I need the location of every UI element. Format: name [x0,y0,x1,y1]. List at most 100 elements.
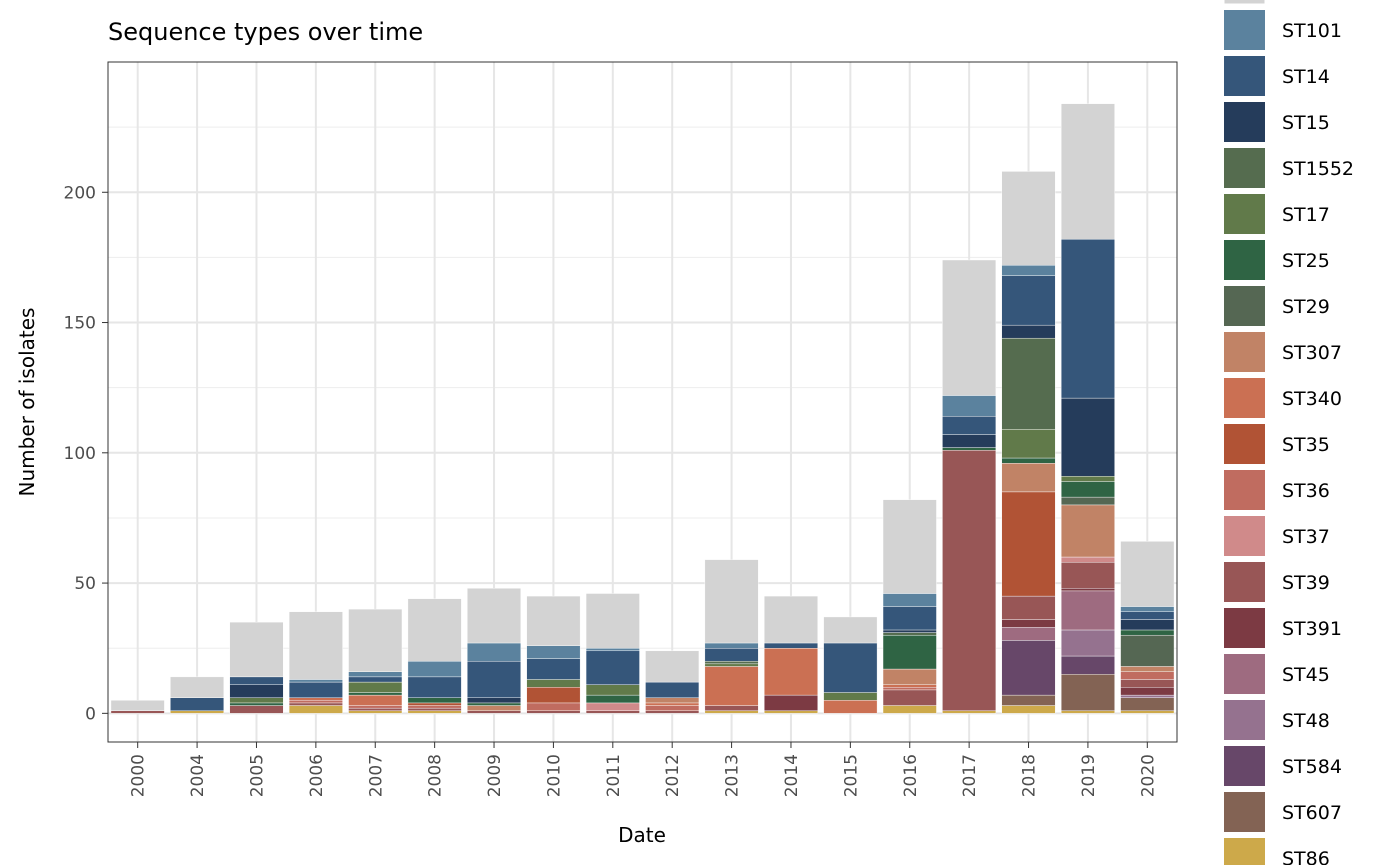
legend-key-st584 [1224,746,1265,786]
y-axis: 0 50 100 150 200 [64,183,108,724]
bar-segment-st607-2019 [1060,674,1115,711]
x-axis-label: Date [618,823,666,847]
bar-segment-st39-2008 [407,707,462,711]
legend-label-st86: ST86 [1282,848,1330,865]
bar-segment-st15-2009 [467,697,521,704]
legend-key-st101 [1224,10,1265,50]
bar-segment-st17-2011 [585,684,640,696]
bar-segment-st340-2015 [823,700,878,714]
bar-segment-st340-2007 [348,694,403,706]
bar-segment-st86-2018 [1001,705,1056,714]
bar-segment-other-2004 [170,676,225,698]
x-tick-label: 2004 [188,754,208,797]
legend-key-st48 [1224,700,1265,740]
bar-segment-st307-2020 [1120,666,1175,672]
y-tick-label: 150 [64,314,96,334]
bar-segment-st17-2007 [348,681,403,693]
legend-label-st45: ST45 [1282,664,1330,686]
bar-segment-st14-2020 [1120,611,1175,620]
x-tick-label: 2009 [485,754,505,797]
bar-segment-st14-2007 [348,676,403,683]
bar-segment-st584-2019 [1060,655,1115,675]
bar-segment-st14-2019 [1060,238,1115,399]
legend-key-st17 [1224,194,1265,234]
bar-segment-other-2019 [1060,103,1115,240]
bar-segment-st35-2018 [1001,491,1056,597]
bar-segment-st15-2019 [1060,397,1115,477]
bar-segment-st307-2016 [882,668,937,685]
bar-segment-st35-2008 [407,702,462,706]
chart-title: Sequence types over time [108,18,423,46]
bar-segment-other-2007 [348,608,403,672]
bar-segment-st101-2010 [526,645,581,659]
bar-segment-st340-2014 [764,648,818,696]
legend-label-st307: ST307 [1282,342,1342,364]
bar-segment-st39-2013 [704,705,759,711]
bar-segment-st14-2006 [288,681,343,698]
bar-segment-st15-2020 [1120,619,1175,631]
y-tick-label: 100 [64,444,96,464]
bar-segment-st14-2008 [407,676,462,698]
bar-segment-st391-2020 [1120,687,1175,696]
bar-segment-st17-2019 [1060,476,1115,482]
bar-segment-st1552-2016 [882,632,937,636]
bar-segment-st36-2008 [407,705,462,709]
bar-segment-st48-2020 [1120,694,1175,698]
bar-segment-st86-2007 [348,710,403,714]
legend-key-st45 [1224,654,1265,694]
bar-segment-st25-2019 [1060,481,1115,498]
x-tick-label: 2016 [901,754,921,797]
bar-segment-st45-2018 [1001,627,1056,641]
bar-segment-other-2017 [942,259,997,396]
bar-segment-st17-2013 [704,663,759,667]
legend-label-st101: ST101 [1282,20,1342,42]
bar-segment-st25-2018 [1001,457,1056,464]
bar-segment-st391-2014 [764,694,818,711]
bar-segment-st101-2007 [348,671,403,678]
legend-key-st35 [1224,424,1265,464]
legend: ST101 ST14 ST15 ST1552 ST17 ST25 ST29 ST307 ST34… [1223,0,1354,865]
bar-segment-st607-2018 [1001,694,1056,706]
legend-key-st391 [1224,608,1265,648]
legend-label-st1552: ST1552 [1282,158,1354,180]
bar-segment-other-2009 [467,588,521,644]
bar-segment-st39-2006 [288,702,343,706]
x-tick-label: 2017 [960,754,980,797]
y-tick-label: 0 [85,704,96,724]
bar-segment-st36-2012 [645,705,700,711]
bar-segment-st36-2007 [348,705,403,709]
legend-key-st37 [1224,516,1265,556]
bar-segment-st340-2006 [288,697,343,701]
bar-segment-st25-2017 [942,447,997,451]
bar-segment-other-2011 [585,593,640,649]
bar-segment-st584-2018 [1001,640,1056,696]
bar-segment-st36-2010 [526,702,581,711]
plot-panel [108,62,1177,742]
bar-segment-other-2013 [704,559,759,644]
bar-segment-st39-2019 [1060,562,1115,589]
bar-segment-st39-2012 [645,710,700,714]
legend-label-st391: ST391 [1282,618,1342,640]
bar-segment-st37-2019 [1060,556,1115,563]
bar-segment-st101-2016 [882,593,937,607]
bar-segment-st101-2013 [704,642,759,649]
bar-segment-other-2018 [1001,171,1056,266]
legend-label-st29: ST29 [1282,296,1330,318]
bar-segment-st307-2012 [645,697,700,704]
bar-segment-st101-2006 [288,679,343,683]
bar-segment-st36-2016 [882,687,937,691]
bar-segment-st607-2020 [1120,697,1175,711]
bar-segment-st14-2005 [229,676,284,685]
bar-segment-st101-2009 [467,642,521,662]
bar-segment-st39-2000 [110,710,165,714]
bar-segment-other-2010 [526,595,581,646]
x-tick-label: 2018 [1020,754,1040,797]
x-tick-label: 2020 [1138,754,1158,797]
bar-segment-st25-2009 [467,702,521,706]
x-tick-label: 2012 [663,754,683,797]
bar-segment-st17-2015 [823,692,878,701]
x-tick-label: 2005 [247,754,267,797]
bar-segment-st340-2013 [704,666,759,706]
legend-label-st25: ST25 [1282,250,1330,272]
x-tick-label: 2015 [841,754,861,797]
